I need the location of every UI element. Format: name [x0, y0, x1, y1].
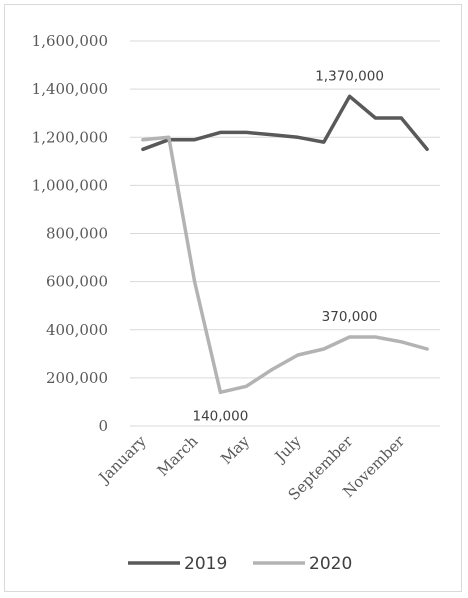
- legend-label-2020: 2020: [309, 554, 352, 574]
- series-lines: [141, 94, 429, 395]
- data-label: 370,000: [322, 309, 378, 325]
- y-tick-label: 400,000: [46, 321, 108, 339]
- y-tick-label: 1,000,000: [32, 176, 108, 194]
- y-tick-label: 1,600,000: [32, 32, 108, 50]
- y-tick-label: 200,000: [46, 369, 108, 387]
- legend: 2019 2020: [128, 554, 352, 574]
- x-tick-label: July: [270, 432, 305, 467]
- y-tick-label: 0: [98, 417, 108, 435]
- series-line-2019: [141, 94, 429, 152]
- y-tick-label: 1,400,000: [32, 80, 108, 98]
- y-tick-label: 600,000: [46, 273, 108, 291]
- gridlines: [130, 40, 440, 427]
- data-label: 1,370,000: [315, 68, 384, 84]
- data-label: 140,000: [193, 408, 249, 424]
- x-tick-label: May: [217, 432, 253, 468]
- x-tick-label: March: [154, 432, 202, 480]
- series-line-2020: [141, 135, 429, 395]
- legend-label-2019: 2019: [184, 554, 227, 574]
- y-tick-label: 800,000: [46, 225, 108, 243]
- data-labels: 1,370,000 140,000 370,000: [193, 68, 384, 424]
- y-tick-label: 1,200,000: [32, 128, 108, 146]
- y-axis-tick-labels: 0 200,000 400,000 600,000 800,000 1,000,000 1,…: [32, 32, 108, 435]
- x-tick-label: January: [94, 432, 150, 488]
- chart-frame: [4, 4, 462, 592]
